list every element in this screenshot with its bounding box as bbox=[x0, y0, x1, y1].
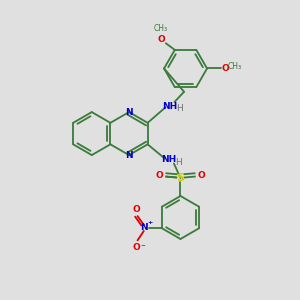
Text: H: H bbox=[175, 158, 182, 167]
Text: NH: NH bbox=[162, 102, 177, 111]
Text: O: O bbox=[221, 64, 229, 73]
Text: CH₃: CH₃ bbox=[228, 62, 242, 71]
Text: N: N bbox=[125, 108, 133, 117]
Text: NH: NH bbox=[161, 155, 176, 164]
Text: O: O bbox=[157, 34, 165, 43]
Text: ⁻: ⁻ bbox=[141, 243, 146, 252]
Text: S: S bbox=[176, 173, 184, 183]
Text: O: O bbox=[133, 205, 140, 214]
Text: H: H bbox=[176, 104, 183, 113]
Text: N: N bbox=[140, 223, 148, 232]
Text: N: N bbox=[125, 151, 133, 160]
Text: O: O bbox=[197, 171, 205, 180]
Text: CH₃: CH₃ bbox=[154, 25, 168, 34]
Text: O: O bbox=[133, 243, 140, 252]
Text: O: O bbox=[156, 171, 164, 180]
Text: +: + bbox=[147, 220, 152, 225]
